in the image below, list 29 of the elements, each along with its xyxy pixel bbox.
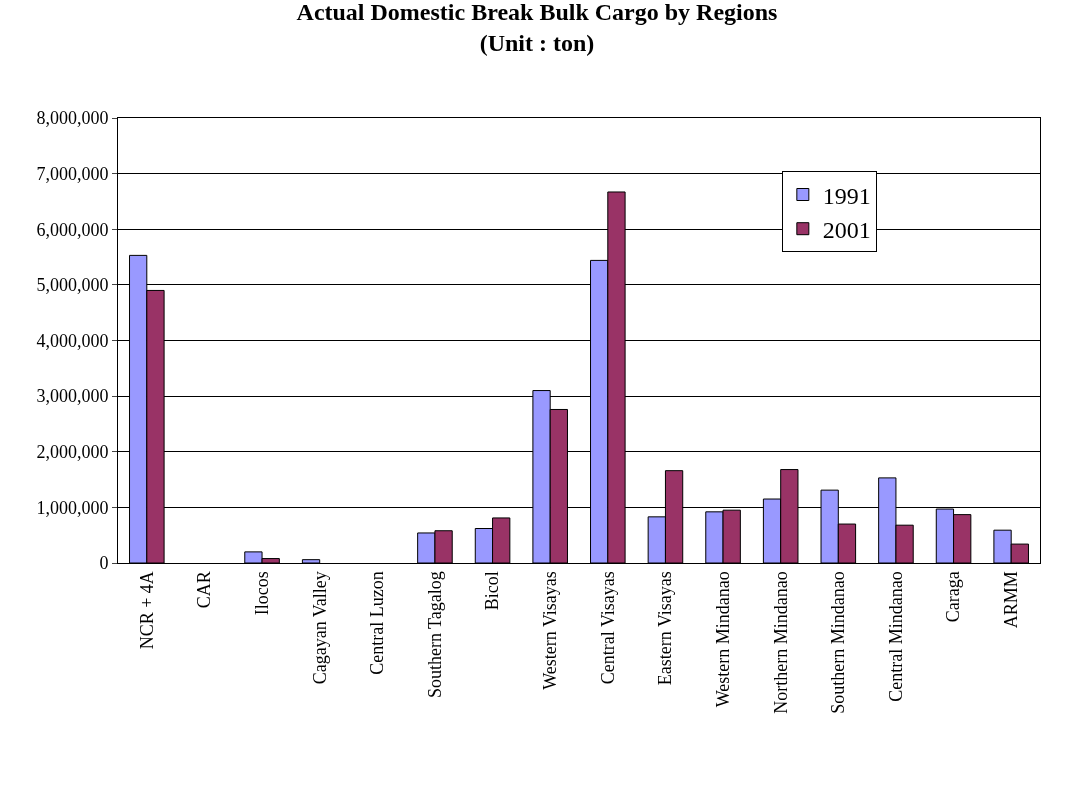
x-tick-label: Ilocos (251, 571, 272, 616)
x-tick-label: Cagayan Valley (309, 571, 330, 685)
legend-label: 2001 (822, 217, 871, 244)
y-tick-label: 2,000,000 (36, 442, 109, 463)
x-tick-label: ARMM (1001, 571, 1022, 629)
x-tick-label: Caraga (943, 571, 964, 623)
x-tick-label: Northern Mindanao (770, 571, 791, 714)
y-tick-label: 4,000,000 (36, 330, 109, 351)
y-tick-label: 7,000,000 (36, 163, 109, 184)
y-tick-label: 0 (99, 553, 109, 574)
y-tick-label: 8,000,000 (36, 108, 109, 129)
y-tick-label: 5,000,000 (36, 275, 109, 296)
y-tick-label: 6,000,000 (36, 219, 109, 240)
x-tick-label: Western Visayas (540, 571, 561, 690)
legend-label: 1991 (822, 182, 871, 209)
x-tick-label: CAR (194, 571, 215, 609)
chart-title: Actual Domestic Break Bulk Cargo by Regions (296, 0, 778, 26)
x-tick-label: Central Visayas (597, 571, 618, 685)
x-tick-label: Central Mindanao (885, 571, 906, 702)
x-tick-label: Bicol (482, 571, 503, 611)
y-tick-label: 3,000,000 (36, 386, 109, 407)
x-tick-label: NCR + 4A (136, 571, 157, 650)
x-tick-label: Eastern Visayas (655, 571, 676, 686)
x-tick-label: Central Luzon (367, 571, 388, 675)
x-tick-label: Western Mindanao (712, 571, 733, 708)
chart-subtitle: (Unit : ton) (479, 30, 595, 57)
x-tick-label: Southern Mindanao (828, 571, 849, 714)
y-tick-label: 1,000,000 (36, 497, 109, 518)
x-tick-label: Southern Tagalog (424, 571, 445, 699)
